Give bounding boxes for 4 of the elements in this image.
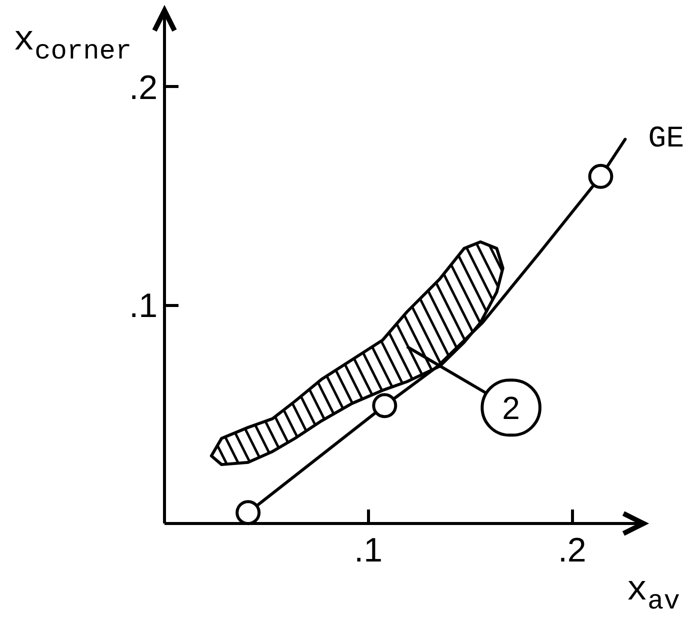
point — [372, 393, 398, 418]
series-label: GE — [648, 122, 684, 156]
legend-label: 2 — [502, 390, 520, 426]
point — [588, 164, 614, 189]
